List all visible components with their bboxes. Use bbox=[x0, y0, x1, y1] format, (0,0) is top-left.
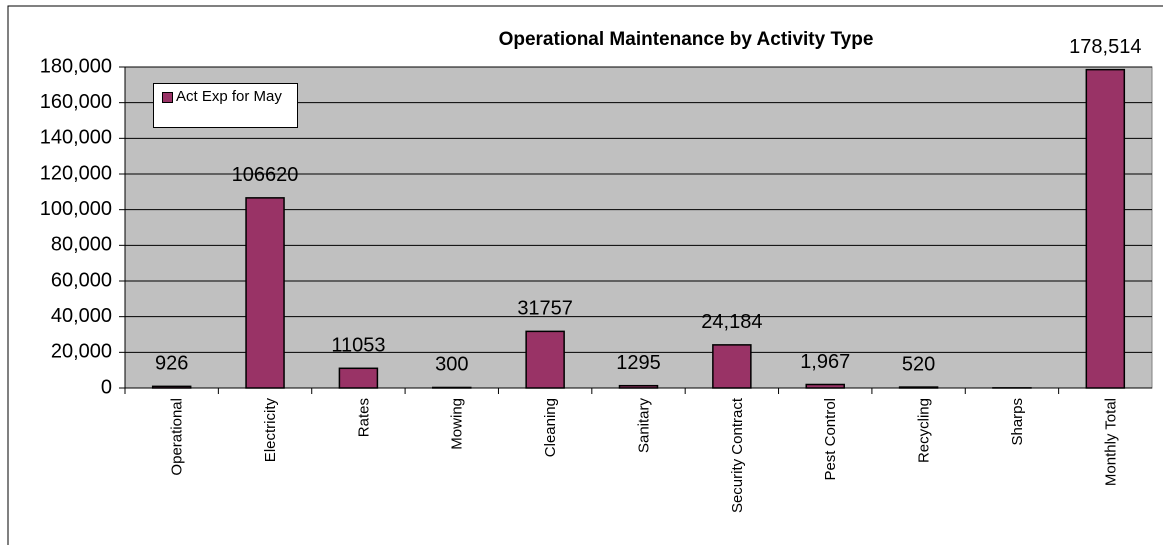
bar bbox=[151, 385, 192, 389]
y-tick-label: 60,000 bbox=[51, 269, 112, 291]
value-label: 926 bbox=[155, 353, 188, 375]
y-tick-label: 20,000 bbox=[51, 341, 112, 363]
x-tick-label: Sharps bbox=[1009, 398, 1026, 446]
value-label: 31757 bbox=[517, 298, 573, 320]
x-tick-label: Mowing bbox=[449, 398, 466, 450]
y-tick-label: 40,000 bbox=[51, 305, 112, 327]
x-tick-label: Cleaning bbox=[542, 398, 559, 457]
y-tick-label: 180,000 bbox=[40, 55, 112, 77]
y-tick-label: 120,000 bbox=[40, 162, 112, 184]
legend: Act Exp for May bbox=[153, 83, 298, 128]
x-tick-label: Sanitary bbox=[635, 398, 652, 454]
y-tick-label: 100,000 bbox=[40, 198, 112, 220]
legend-swatch bbox=[162, 92, 173, 103]
value-label: 106620 bbox=[232, 164, 299, 186]
bar bbox=[338, 367, 379, 389]
value-label: 520 bbox=[902, 353, 935, 375]
x-tick-label: Electricity bbox=[262, 398, 279, 463]
x-tick-label: Rates bbox=[355, 398, 372, 437]
bar bbox=[245, 197, 285, 389]
x-tick-label: Recycling bbox=[916, 398, 933, 463]
bar bbox=[805, 383, 845, 389]
value-label: 11053 bbox=[331, 335, 385, 357]
y-tick-label: 80,000 bbox=[51, 234, 112, 256]
bar bbox=[432, 386, 472, 389]
value-label: 1295 bbox=[616, 352, 661, 374]
x-tick-label: Monthly Total bbox=[1102, 398, 1119, 486]
y-tick-label: 0 bbox=[101, 376, 112, 398]
value-label: 1,967 bbox=[800, 351, 850, 373]
x-tick-label: Pest Control bbox=[822, 398, 839, 481]
value-label: 300 bbox=[435, 354, 468, 376]
x-tick-label: Security Contract bbox=[729, 397, 746, 513]
y-tick-label: 140,000 bbox=[40, 127, 112, 149]
bar bbox=[618, 384, 659, 389]
value-label: 178,514 bbox=[1069, 36, 1141, 58]
bar bbox=[525, 330, 565, 389]
legend-label: Act Exp for May bbox=[176, 88, 282, 105]
bar bbox=[712, 344, 752, 389]
chart-title: Operational Maintenance by Activity Type bbox=[499, 29, 874, 50]
bar bbox=[898, 386, 939, 389]
bar bbox=[1085, 68, 1126, 389]
x-tick-label: Operational bbox=[169, 398, 186, 476]
y-tick-label: 160,000 bbox=[40, 91, 112, 113]
value-label: 24,184 bbox=[701, 311, 762, 333]
